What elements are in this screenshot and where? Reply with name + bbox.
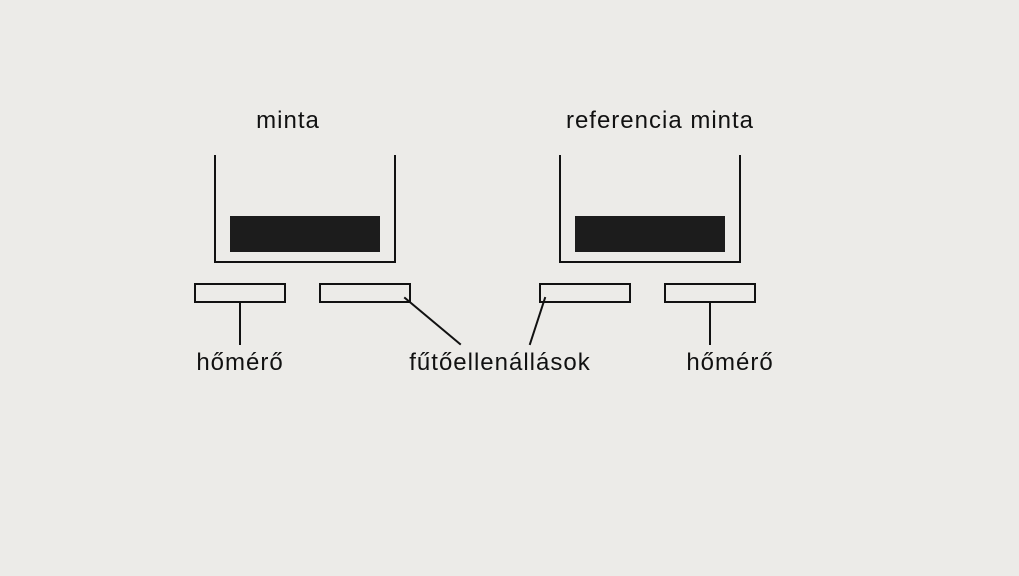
label-heaters: fűtőellenállások	[409, 349, 590, 376]
thermometer-box-left	[195, 284, 285, 302]
label-reference: referencia minta	[566, 107, 754, 134]
dsc-schematic: minta referencia minta hőmérő fűtőellená…	[0, 0, 1019, 571]
thermometer-box-right	[665, 284, 755, 302]
sample-block-right	[575, 216, 725, 252]
sample-block-left	[230, 216, 380, 252]
heater-box-right	[540, 284, 630, 302]
background	[0, 0, 1019, 571]
heater-box-left	[320, 284, 410, 302]
label-thermometer-right: hőmérő	[686, 349, 773, 376]
label-sample: minta	[256, 107, 320, 134]
label-thermometer-left: hőmérő	[196, 349, 283, 376]
